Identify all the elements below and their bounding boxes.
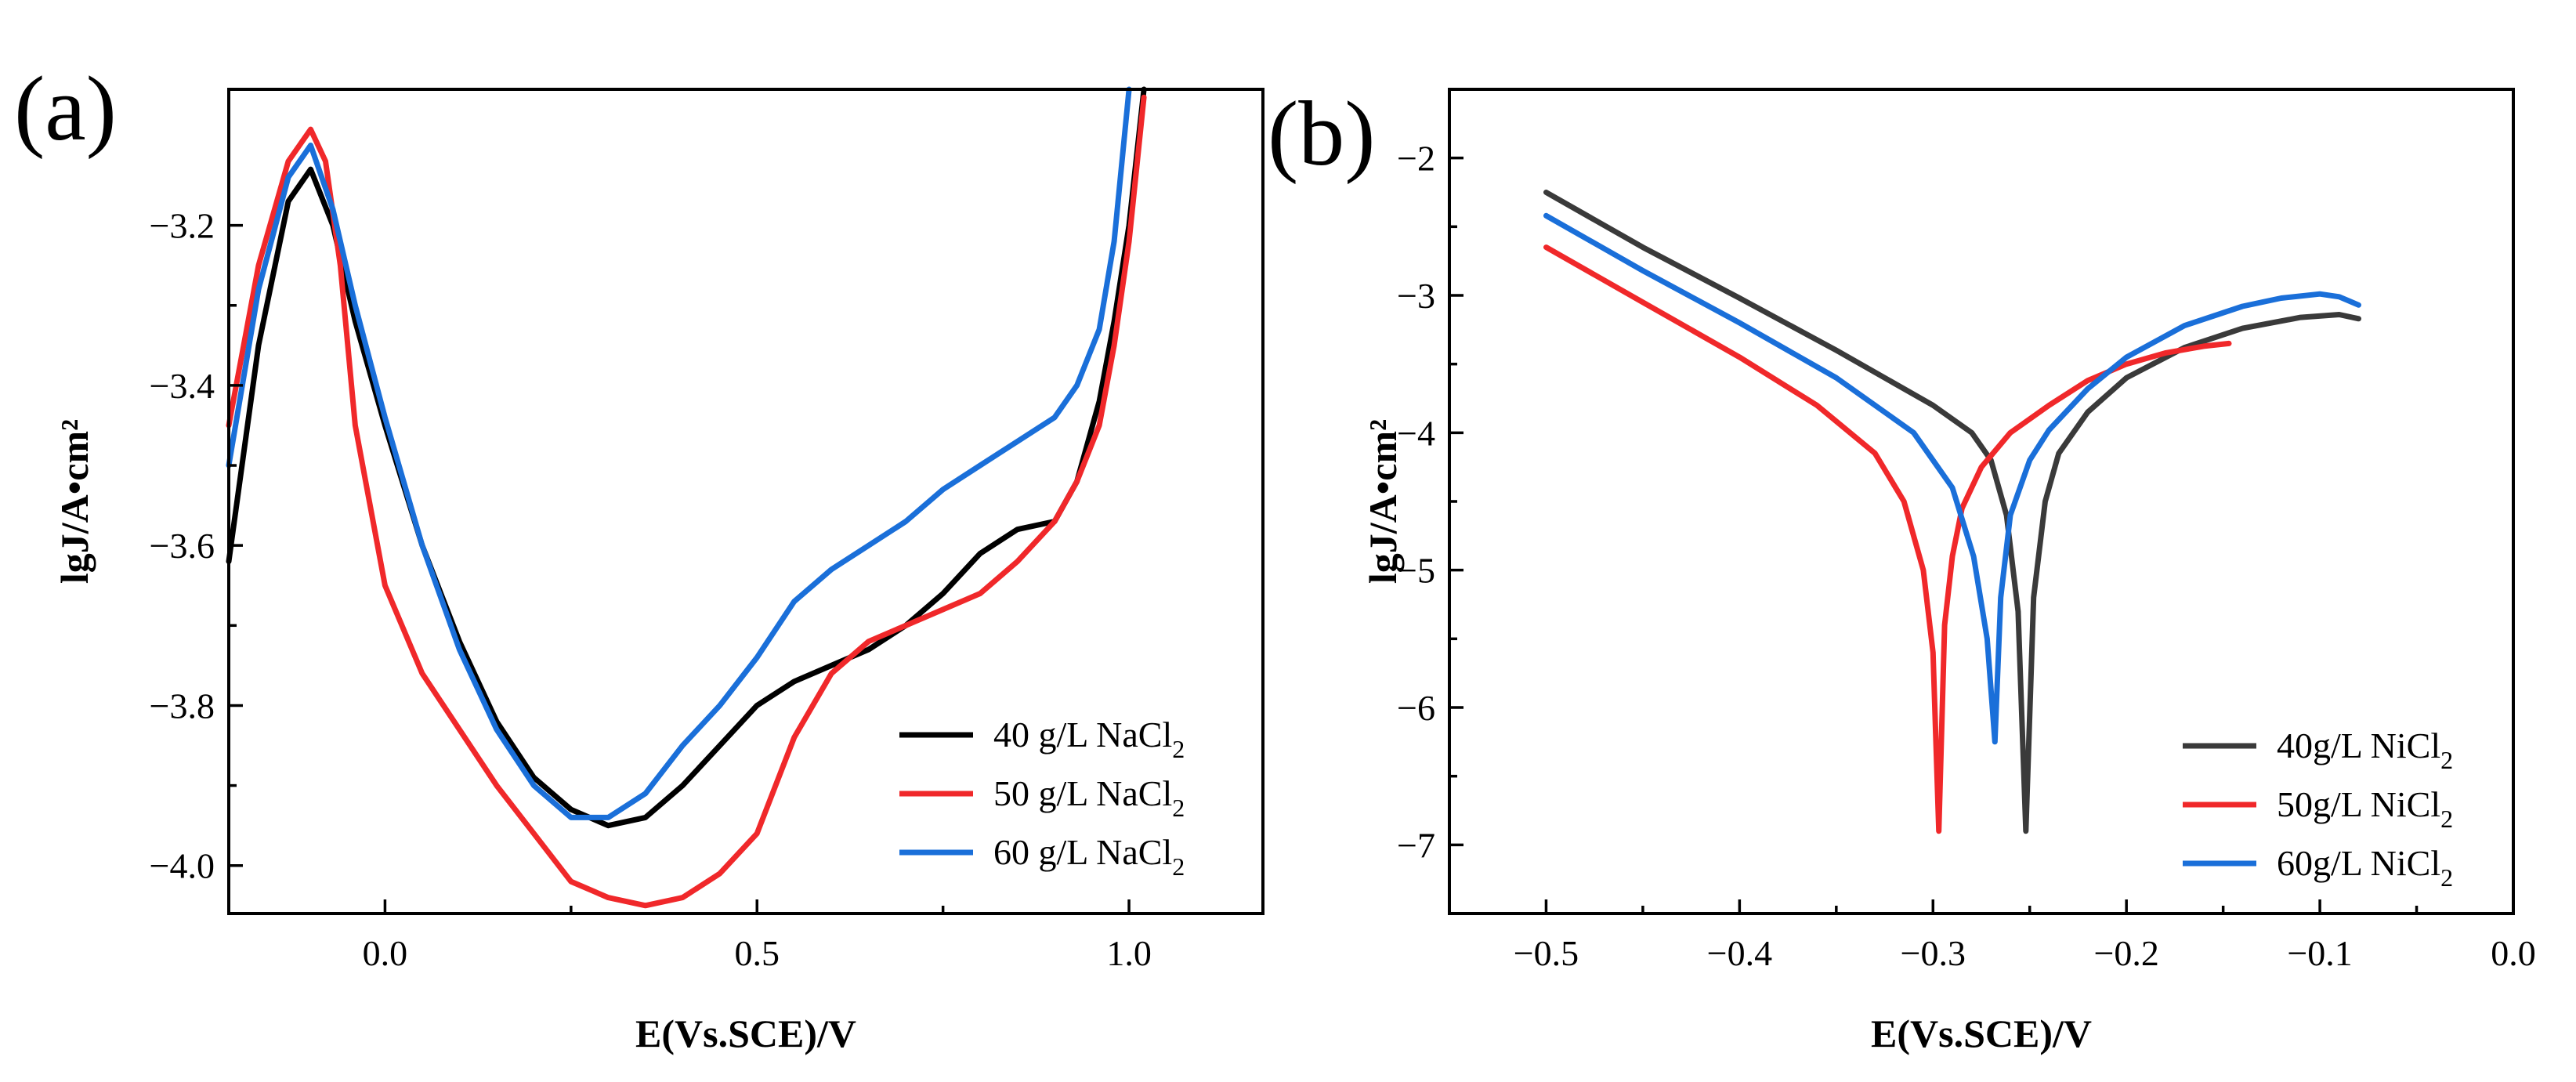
y-tick-label: −6 xyxy=(1397,688,1435,728)
legend-label-main: 40 g/L NaCl xyxy=(993,715,1172,755)
x-tick-label: −0.2 xyxy=(2093,933,2158,973)
legend-label-main: 60g/L NiCl xyxy=(2277,843,2440,883)
y-tick-label: −5 xyxy=(1397,551,1435,591)
legend-label-subscript: 2 xyxy=(2440,863,2453,892)
x-tick-label: 0.0 xyxy=(363,933,408,973)
y-tick-label: −3.6 xyxy=(150,526,215,566)
series-line-50-g-l-nacl xyxy=(226,94,1147,909)
x-tick-label: 1.0 xyxy=(1106,933,1152,973)
legend-label-subscript: 2 xyxy=(2440,805,2453,833)
y-tick-label: −4.0 xyxy=(150,846,215,886)
y-tick-label: −3.8 xyxy=(150,686,215,726)
x-tick-label: −0.1 xyxy=(2287,933,2352,973)
series-line-50g-l-nicl xyxy=(1543,244,2232,834)
legend-label-main: 40g/L NiCl xyxy=(2277,726,2440,765)
legend-label: 40 g/L NaCl2 xyxy=(993,715,1185,763)
y-tick-label: −3.4 xyxy=(150,366,215,406)
legend-label: 50g/L NiCl2 xyxy=(2277,784,2453,833)
y-axis-title: lgJ/A•cm² xyxy=(52,419,96,584)
legend-label: 60 g/L NaCl2 xyxy=(993,832,1185,881)
y-tick-label: −3 xyxy=(1397,276,1435,316)
x-tick-label: −0.4 xyxy=(1707,933,1772,973)
x-tick-label: 0.5 xyxy=(734,933,780,973)
legend-label-subscript: 2 xyxy=(1172,852,1185,881)
legend-label-main: 50 g/L NaCl xyxy=(993,773,1172,813)
series-line-60g-l-nicl xyxy=(1543,212,2361,745)
y-tick-label: −3.2 xyxy=(150,206,215,246)
legend-label-subscript: 2 xyxy=(1172,794,1185,822)
y-axis-title: lgJ/A•cm² xyxy=(1361,419,1405,584)
x-axis-title: E(Vs.SCE)/V xyxy=(1871,1011,2092,1055)
x-tick-label: 0.0 xyxy=(2491,933,2536,973)
legend-label: 40g/L NiCl2 xyxy=(2277,726,2453,774)
chart-panel-b: −0.5 −0.4 −0.3 −0.2 −0.1 0.0 −2 −3 −4 −5 −6 −7 E(Vs.… xyxy=(1268,82,2536,1055)
legend-label: 50 g/L NaCl2 xyxy=(993,773,1185,822)
series-line-60-g-l-nacl xyxy=(226,86,1132,820)
legend-label: 60g/L NiCl2 xyxy=(2277,843,2453,892)
chart-panel-a: 0.0 0.5 1.0 −3.2 −3.4 −3.6 −3.8 −4.0 E(Vs.SCE)/V… xyxy=(14,57,1264,1055)
legend-label-main: 50g/L NiCl xyxy=(2277,784,2440,824)
y-tick-label: −4 xyxy=(1397,413,1435,453)
panel-label: (b) xyxy=(1268,82,1376,185)
series-line-40g-l-nicl xyxy=(1543,190,2361,834)
legend-label-subscript: 2 xyxy=(2440,746,2453,774)
plot-frame xyxy=(227,88,1264,915)
panel-label: (a) xyxy=(14,57,117,160)
y-tick-label: −7 xyxy=(1397,825,1435,865)
x-axis-title: E(Vs.SCE)/V xyxy=(635,1011,856,1055)
x-tick-label: −0.3 xyxy=(1901,933,1966,973)
x-tick-label: −0.5 xyxy=(1514,933,1579,973)
y-tick-label: −2 xyxy=(1397,139,1435,179)
legend-label-main: 60 g/L NaCl xyxy=(993,832,1172,872)
legend-label-subscript: 2 xyxy=(1172,735,1185,763)
